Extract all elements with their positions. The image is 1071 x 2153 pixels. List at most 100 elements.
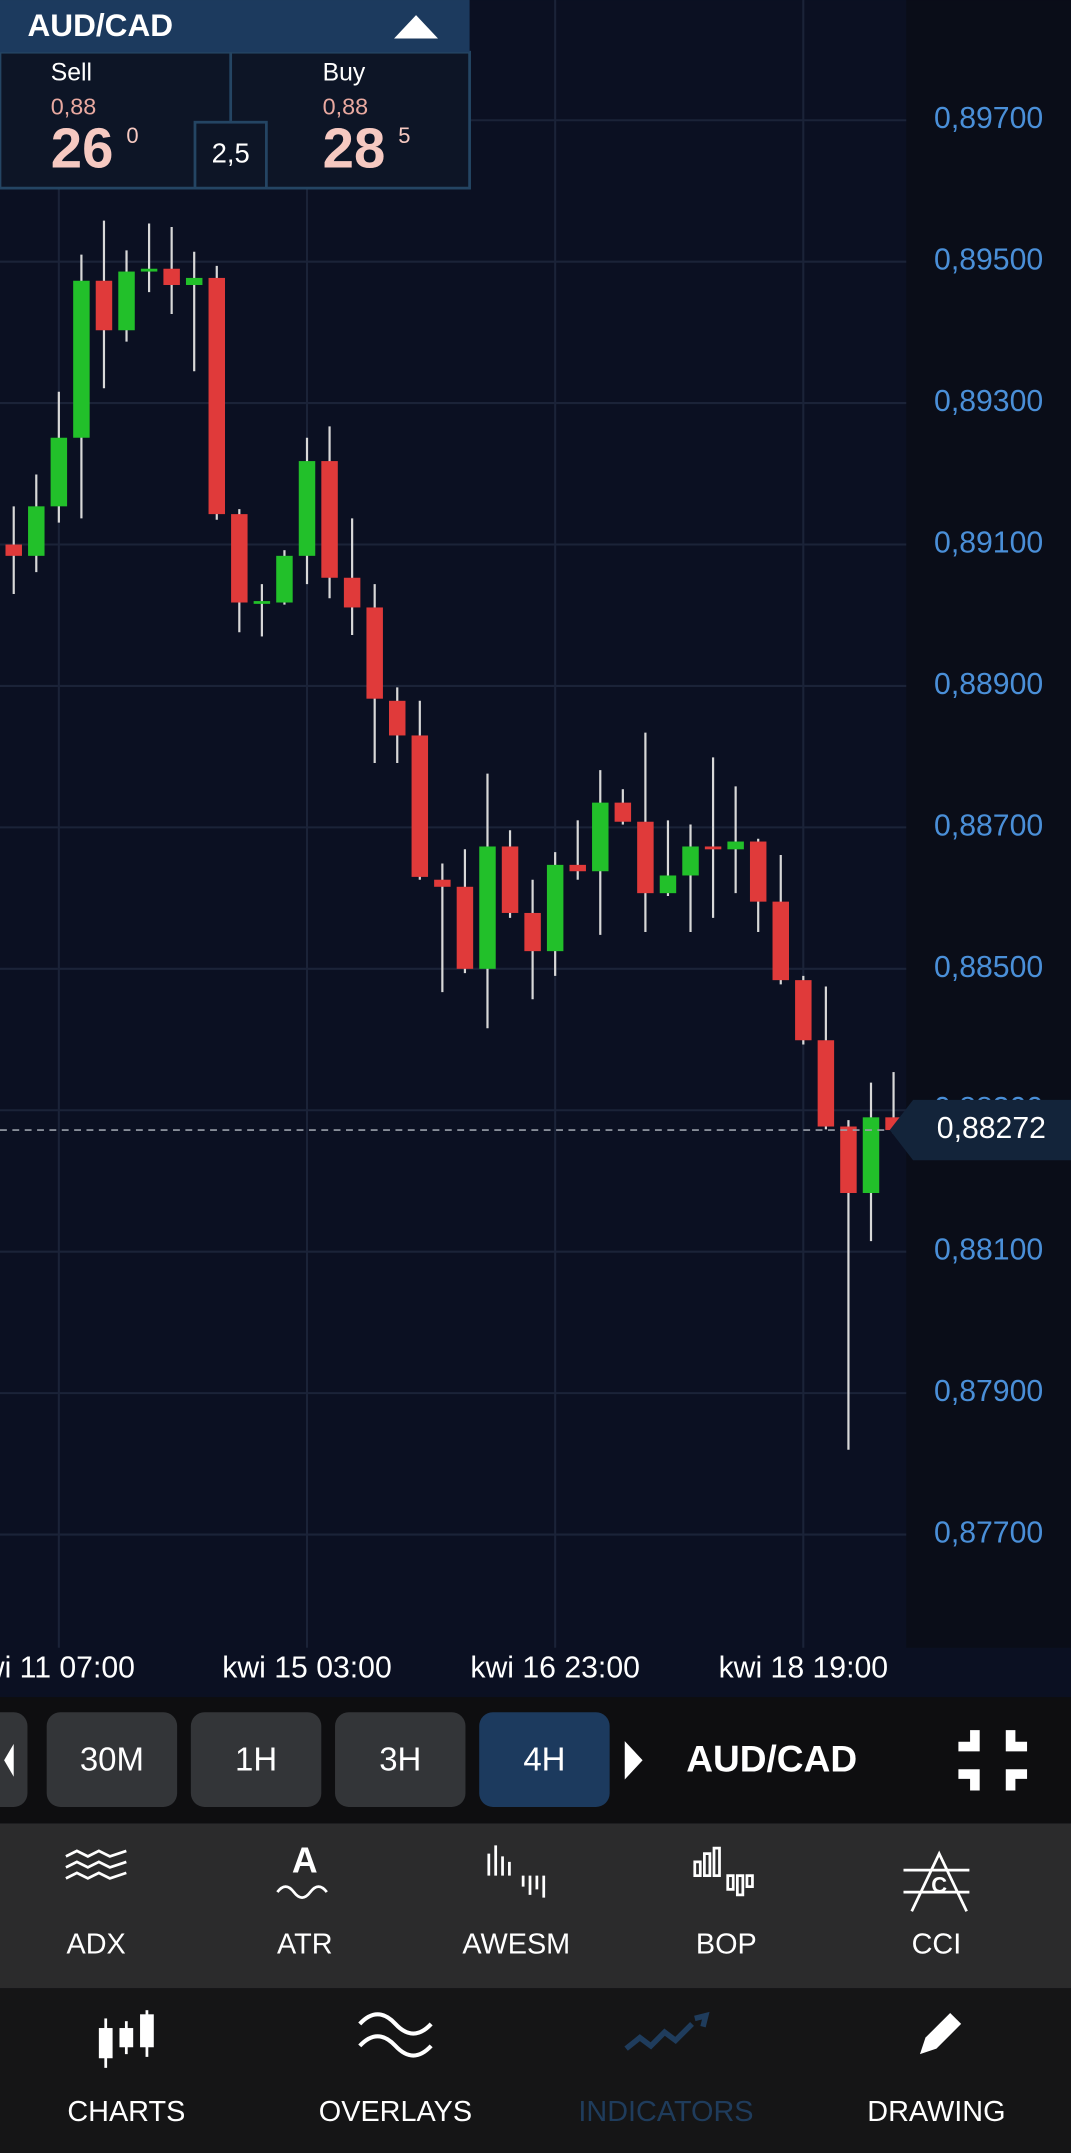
- nav-icons: [98, 2010, 962, 2068]
- timeframe-label[interactable]: 30M: [80, 1740, 144, 1777]
- candle-body: [185, 277, 203, 285]
- adx-icon[interactable]: [65, 1849, 127, 1880]
- candle-body: [163, 268, 180, 285]
- y-tick-label: 0,87900: [934, 1375, 1043, 1408]
- overlays-icon[interactable]: [358, 2012, 433, 2058]
- x-tick-label: kwi 18 19:00: [719, 1652, 889, 1685]
- candle-body: [343, 577, 361, 608]
- indicator-label[interactable]: BOP: [696, 1928, 757, 1960]
- y-tick-label: 0,88900: [934, 668, 1043, 701]
- timeframe-button[interactable]: [46, 1712, 178, 1807]
- ticker-body: [0, 50, 471, 190]
- last-price-tag: [889, 1099, 1071, 1161]
- collapse-arrow[interactable]: [394, 15, 439, 39]
- ticker-symbol: AUD/CAD: [27, 7, 173, 43]
- ticker-header: [0, 0, 470, 53]
- timeframe-label[interactable]: 3H: [379, 1740, 421, 1777]
- indicator-label[interactable]: CCI: [912, 1928, 962, 1960]
- candle-body: [208, 277, 226, 515]
- candle-body: [569, 864, 586, 872]
- scroll-right[interactable]: [624, 1741, 643, 1780]
- y-tick-label: 0,88100: [934, 1234, 1043, 1267]
- charts-icon[interactable]: [98, 2010, 154, 2068]
- indicator-label[interactable]: AWESM: [462, 1928, 570, 1960]
- candle-body: [231, 514, 248, 603]
- candle-body: [479, 846, 496, 969]
- indicator-label[interactable]: ATR: [277, 1928, 333, 1960]
- toolbar-symbol[interactable]: AUD/CAD: [686, 1737, 857, 1779]
- sell-big-figure[interactable]: 0,88: [51, 94, 96, 120]
- timeframe-label[interactable]: 4H: [523, 1740, 565, 1777]
- indicator-row: [0, 1823, 1071, 1989]
- candle-body: [50, 437, 68, 507]
- timeframe-button[interactable]: [479, 1712, 610, 1807]
- atr-wave[interactable]: [276, 1885, 328, 1899]
- candle-body: [501, 846, 519, 913]
- candle-body: [276, 555, 293, 603]
- candle-body: [389, 700, 406, 736]
- candle-body: [5, 544, 22, 556]
- nav-labels: CHARTS OVERLAYS INDICATORS DRAWING: [67, 2096, 1005, 2128]
- ticker-panel[interactable]: AUD/CAD 2,5 Sell 0,88 26 0 Buy 0,88 28 5: [0, 0, 471, 190]
- candle-body: [366, 607, 383, 699]
- candle-body: [704, 846, 722, 850]
- candle-body: [862, 1117, 880, 1193]
- candle-body: [772, 901, 789, 981]
- bottom-nav: [0, 1988, 1071, 2153]
- candle-body: [727, 841, 744, 850]
- y-tick-label: 0,89100: [934, 527, 1043, 560]
- y-tick-label: 0,88500: [934, 951, 1043, 984]
- candle-body: [118, 271, 135, 331]
- nav-label[interactable]: DRAWING: [867, 2096, 1005, 2128]
- cci-letter[interactable]: C: [931, 1872, 947, 1897]
- candle-body: [659, 875, 677, 894]
- candle-body: [524, 912, 541, 952]
- candle-body: [434, 879, 451, 887]
- sell-fraction[interactable]: 0: [126, 123, 138, 148]
- scroll-left[interactable]: [4, 1743, 14, 1777]
- candle-body: [637, 821, 654, 894]
- indicator-labels: ADX ATR AWESM BOP CCI: [66, 1928, 961, 1960]
- candle-body: [592, 802, 609, 872]
- exit-fullscreen-icon[interactable]: [958, 1730, 1028, 1791]
- timeframe-button[interactable]: [190, 1712, 322, 1807]
- candle-body: [795, 980, 812, 1041]
- x-tick-label: kwi 15 03:00: [222, 1652, 391, 1685]
- y-tick-label: 0,88700: [934, 809, 1043, 842]
- bop-icon[interactable]: [693, 1846, 754, 1897]
- nav-label[interactable]: CHARTS: [67, 2096, 185, 2128]
- candle-body: [140, 268, 158, 272]
- indicators-icon[interactable]: [624, 2011, 710, 2051]
- buy-label[interactable]: Buy: [323, 60, 366, 87]
- buy-fraction[interactable]: 5: [398, 123, 410, 148]
- price-axis-panel: [906, 0, 1071, 1648]
- sell-pips[interactable]: 26: [51, 116, 114, 179]
- indicator-label[interactable]: ADX: [66, 1928, 125, 1960]
- candle-body: [749, 841, 767, 902]
- candle-body: [321, 461, 338, 578]
- spread: 2,5: [212, 137, 250, 168]
- chart: 0,89700 0,89500 0,89300 0,89100 0,88900 0,887…: [0, 0, 1071, 1685]
- timeframes: 30M 1H 3H 4H: [46, 1712, 610, 1807]
- candle-body: [614, 802, 632, 822]
- nav-label[interactable]: OVERLAYS: [319, 2096, 472, 2128]
- sell-label[interactable]: Sell: [51, 60, 92, 87]
- atr-icon[interactable]: A: [292, 1841, 318, 1881]
- x-tick-label: kwi 16 23:00: [470, 1652, 640, 1685]
- drawing-icon[interactable]: [919, 2012, 962, 2055]
- nav-label[interactable]: INDICATORS: [578, 2096, 753, 2128]
- y-tick-label: 0,89300: [934, 385, 1043, 418]
- timeframe-button[interactable]: [335, 1712, 466, 1807]
- buy-big-figure[interactable]: 0,88: [323, 94, 368, 120]
- cci-icon[interactable]: [903, 1850, 970, 1912]
- last-price-label: 0,88272: [937, 1112, 1046, 1145]
- buy-pips[interactable]: 28: [323, 116, 386, 179]
- y-tick-label: 0,89700: [934, 102, 1043, 135]
- spread-box: [193, 120, 268, 190]
- candle-body: [817, 1040, 835, 1127]
- awesm-icon[interactable]: [487, 1845, 546, 1898]
- timeframe-label[interactable]: 1H: [235, 1740, 277, 1777]
- candle-body: [546, 864, 564, 952]
